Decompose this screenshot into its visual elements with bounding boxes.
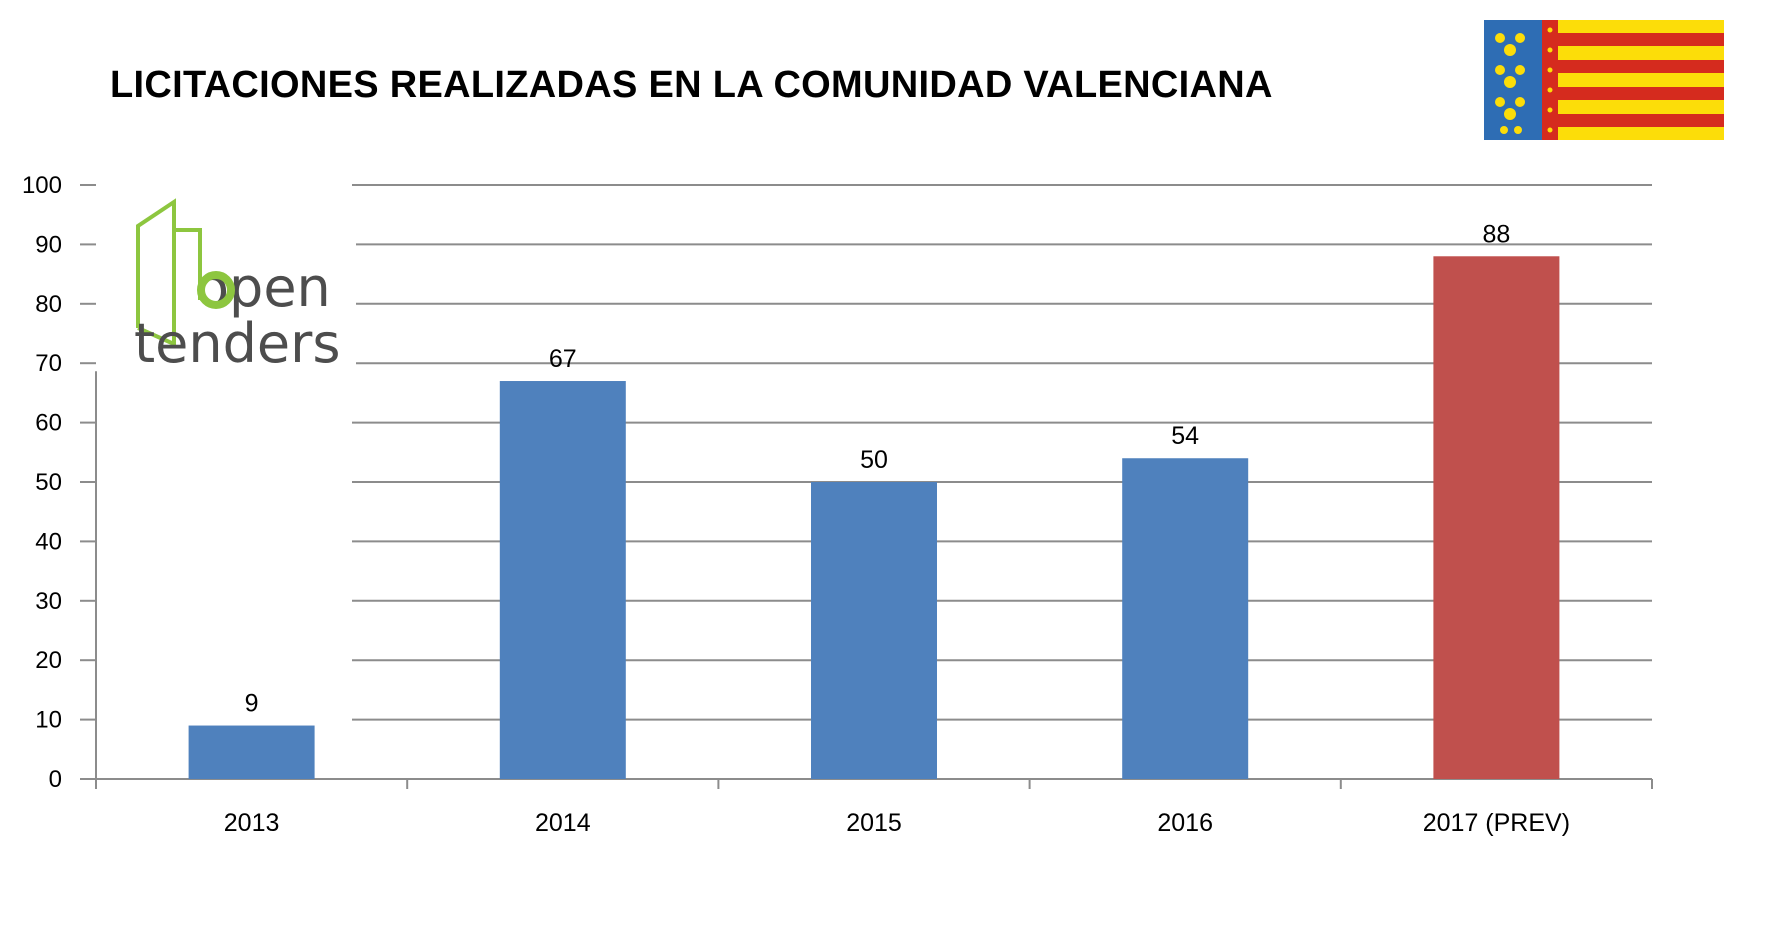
data-label: 9 (245, 690, 259, 718)
data-labels: 9 2013 67 2014 50 2015 54 2016 88 2017 (PREV) (224, 220, 1570, 837)
y-tick-label: 10 (35, 707, 62, 734)
data-label: 54 (1171, 422, 1199, 450)
y-tick-label: 90 (35, 231, 62, 258)
y-tick-label: 40 (35, 528, 62, 555)
data-label: 67 (549, 345, 577, 373)
x-category-label: 2013 (224, 809, 280, 837)
x-category-label: 2014 (535, 809, 591, 837)
bar-2014 (499, 381, 626, 779)
y-tick-label: 80 (35, 291, 62, 318)
y-tick-label: 30 (35, 588, 62, 615)
x-category-label: 2015 (846, 809, 902, 837)
flag-border-dots (1547, 27, 1553, 133)
y-tick-label: 100 (22, 172, 62, 199)
axes: 0 10 20 30 40 50 60 70 80 90 100 (22, 172, 1653, 793)
x-category-label: 2016 (1157, 809, 1213, 837)
y-tick-label: 70 (35, 350, 62, 377)
valencia-flag-icon (1484, 20, 1724, 140)
logo-accent-dot (197, 271, 235, 309)
flag-crown-ornaments (1495, 33, 1525, 134)
data-label: 88 (1482, 220, 1510, 248)
x-category-label: 2017 (PREV) (1423, 809, 1570, 837)
building-outline-icon (136, 198, 202, 348)
bars (188, 256, 1560, 779)
flag-red-border (1542, 20, 1558, 140)
logo-text-open: open (196, 256, 331, 319)
y-tick-label: 60 (35, 410, 62, 437)
logo-text-tenders: tenders (134, 312, 340, 375)
bar-2017-prev (1433, 256, 1560, 779)
chart-title: LICITACIONES REALIZADAS EN LA COMUNIDAD … (110, 64, 1273, 106)
opentenders-logo: open tenders (126, 196, 356, 376)
bar-2015 (811, 482, 937, 779)
bar-2013 (188, 725, 315, 779)
data-label: 50 (860, 446, 888, 474)
y-tick-label: 50 (35, 469, 62, 496)
y-tick-label: 0 (49, 766, 62, 793)
bar-2016 (1122, 458, 1249, 779)
y-tick-label: 20 (35, 647, 62, 674)
